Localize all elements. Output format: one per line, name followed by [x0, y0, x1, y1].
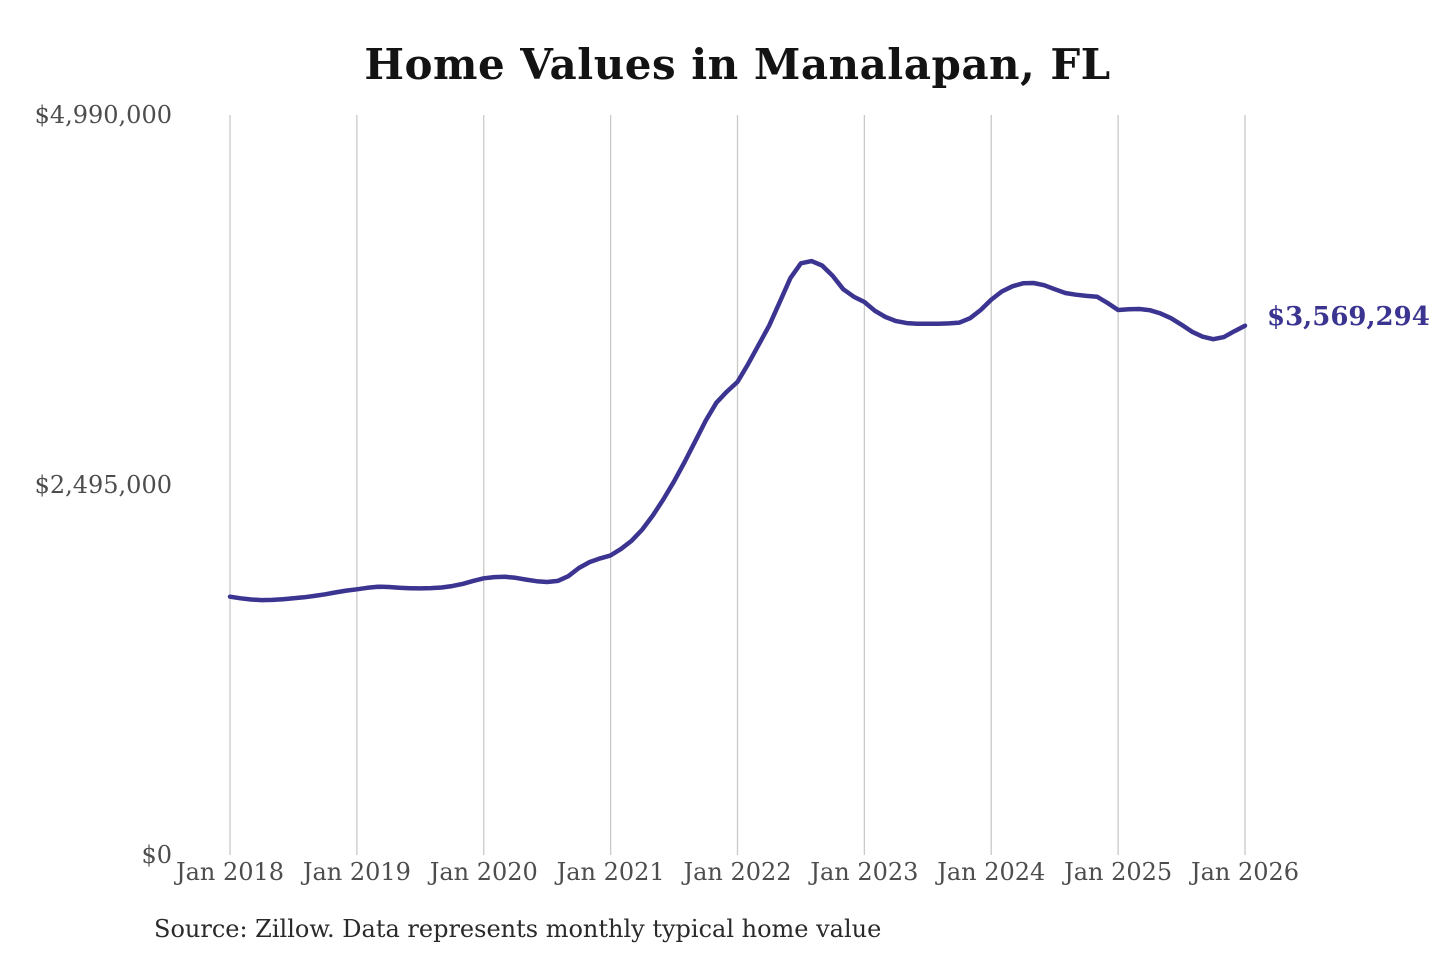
y-axis-tick-label: $4,990,000 [34, 101, 172, 129]
x-axis-tick-label: Jan 2018 [175, 858, 285, 886]
x-axis-tick-label: Jan 2021 [556, 858, 665, 886]
x-axis-tick-label: Jan 2024 [937, 858, 1046, 886]
x-axis-tick-label: Jan 2022 [683, 858, 792, 886]
y-axis-tick-label: $2,495,000 [34, 471, 172, 499]
x-axis-tick-label: Jan 2025 [1064, 858, 1173, 886]
x-axis-tick-label: Jan 2020 [429, 858, 538, 886]
source-note: Source: Zillow. Data represents monthly … [154, 915, 882, 943]
x-axis-tick-label: Jan 2019 [302, 858, 411, 886]
chart-title: Home Values in Manalapan, FL [364, 40, 1111, 89]
x-axis-tick-label: Jan 2023 [810, 858, 919, 886]
current-value-label: $3,569,294 [1267, 301, 1430, 332]
y-axis-tick-label: $0 [141, 841, 172, 869]
x-axis-tick-label: Jan 2026 [1190, 858, 1300, 886]
home-value-line [227, 258, 1248, 603]
